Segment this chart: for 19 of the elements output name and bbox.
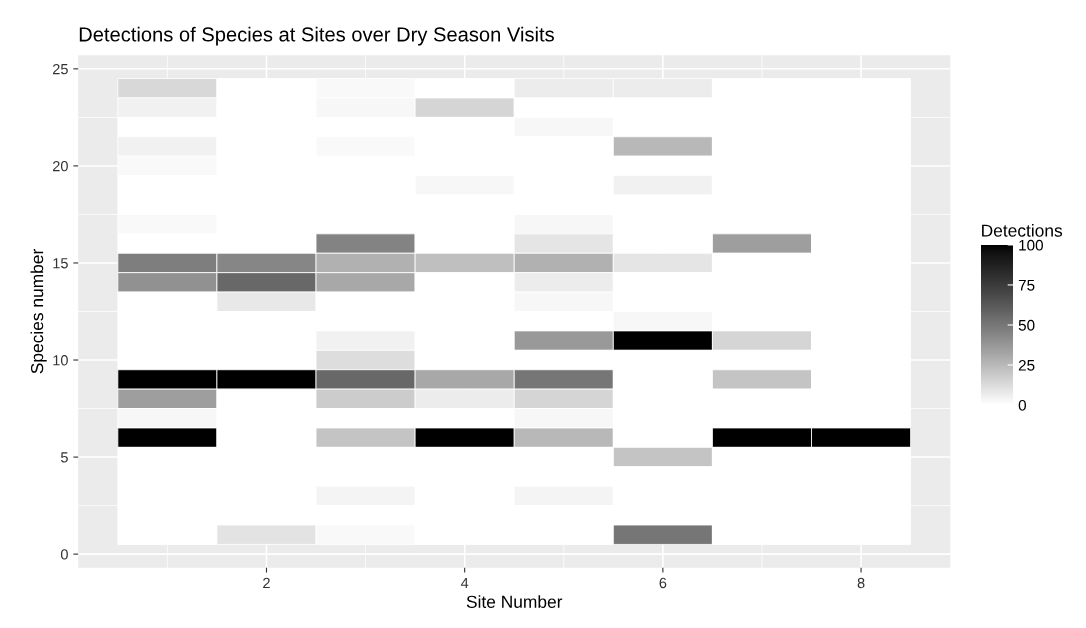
color-bar-label: 75 [1018,279,1035,291]
x-tick-label: 4 [460,577,469,588]
x-axis-title: Site Number [466,595,563,608]
y-tick-label: 15 [53,258,68,269]
color-bar-label: 25 [1018,359,1035,371]
y-tick-label: 20 [52,161,68,172]
x-tick-label: 2 [263,577,270,588]
color-bar-label: 0 [1018,399,1026,411]
y-tick-label: 25 [52,63,68,75]
y-tick-label: 0 [60,549,68,560]
y-tick-label: 10 [53,355,68,366]
color-bar-title: Detections [982,224,1063,237]
y-axis-title: Species number [30,249,47,374]
x-tick-label: 6 [659,577,667,589]
chart-title: Detections of Species at Sites over Dry Season Visits [79,26,554,46]
color-bar-label: 100 [1019,239,1043,251]
y-tick-label: 5 [60,452,68,463]
x-tick-label: 8 [857,577,865,589]
color-bar-label: 50 [1018,319,1035,331]
